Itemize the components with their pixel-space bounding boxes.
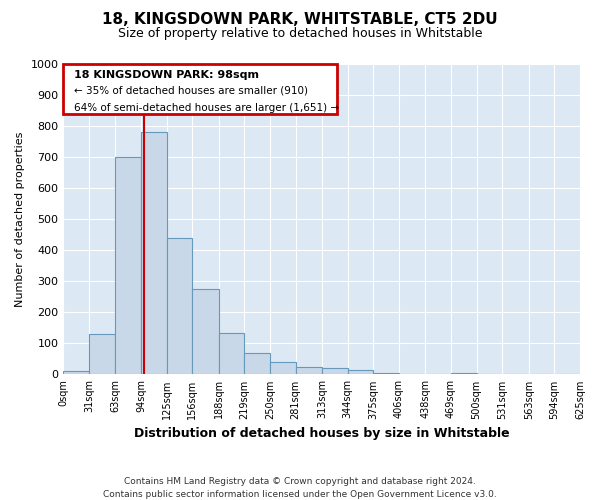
Bar xyxy=(244,352,270,374)
Bar xyxy=(451,373,476,374)
FancyBboxPatch shape xyxy=(64,64,337,114)
Bar xyxy=(193,289,219,374)
Bar xyxy=(322,368,348,374)
Text: Size of property relative to detached houses in Whitstable: Size of property relative to detached ho… xyxy=(118,28,482,40)
Bar xyxy=(115,157,141,374)
Text: 18 KINGSDOWN PARK: 98sqm: 18 KINGSDOWN PARK: 98sqm xyxy=(74,70,259,80)
Text: Contains public sector information licensed under the Open Government Licence v3: Contains public sector information licen… xyxy=(103,490,497,499)
Bar xyxy=(270,362,296,374)
Y-axis label: Number of detached properties: Number of detached properties xyxy=(15,132,25,307)
Bar xyxy=(64,372,89,374)
Text: ← 35% of detached houses are smaller (910): ← 35% of detached houses are smaller (91… xyxy=(74,86,308,96)
Text: 64% of semi-detached houses are larger (1,651) →: 64% of semi-detached houses are larger (… xyxy=(74,103,339,113)
Bar xyxy=(296,366,322,374)
Bar xyxy=(167,238,193,374)
Bar xyxy=(373,373,399,374)
Bar xyxy=(219,332,244,374)
Text: Contains HM Land Registry data © Crown copyright and database right 2024.: Contains HM Land Registry data © Crown c… xyxy=(124,478,476,486)
Bar xyxy=(89,334,115,374)
X-axis label: Distribution of detached houses by size in Whitstable: Distribution of detached houses by size … xyxy=(134,427,509,440)
Bar xyxy=(141,132,167,374)
Text: 18, KINGSDOWN PARK, WHITSTABLE, CT5 2DU: 18, KINGSDOWN PARK, WHITSTABLE, CT5 2DU xyxy=(102,12,498,28)
Bar xyxy=(348,370,373,374)
